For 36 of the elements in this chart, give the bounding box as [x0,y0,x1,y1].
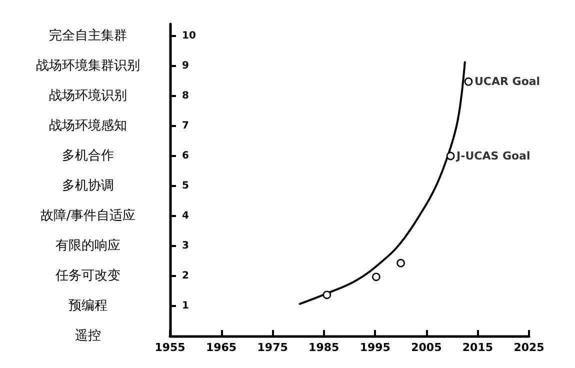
text: 有限的响应 [56,238,120,254]
x-tick-label: 2005 [411,341,442,354]
text: 遥控 [75,328,101,344]
x-tick-label: 1955 [154,341,186,354]
y-tick-label: 6 [182,150,189,162]
x-tick-label: 1975 [257,341,288,354]
text: 战场环境集群识别 [36,58,140,74]
text: 完全自主集群 [49,28,127,44]
y-tick-label: 5 [182,180,189,192]
y-tick-label: 7 [182,120,189,132]
y-tick-label: 2 [182,270,189,282]
x-tick-label: 2025 [514,341,544,354]
text: 多机合作 [62,148,114,164]
y-tick-label: 3 [182,240,189,252]
text: 战场环境识别 [49,88,127,104]
x-tick-label: 1985 [308,341,340,354]
text: 故障/事件自适应 [40,208,136,224]
y-tick-label: 4 [182,210,189,222]
point [464,77,473,86]
text: 多机协调 [62,178,114,194]
y-tick-label: 10 [182,30,196,42]
x-tick-label: 1995 [360,341,390,354]
point [322,290,332,300]
y-tick-label: 1 [182,300,189,312]
point [372,272,380,282]
x-tick-label: 1965 [206,341,237,354]
text: 预编程 [68,298,108,314]
point [396,258,405,268]
annotation: J-UCAS Goal [456,150,530,162]
point [446,152,455,160]
text: 任务可改变 [54,268,120,284]
y-tick-label: 9 [182,60,189,72]
text: 战场环境感知 [49,118,127,134]
annotation: UCAR Goal [474,75,540,88]
y-tick-label: 8 [182,90,189,102]
x-tick-label: 2015 [462,341,494,354]
